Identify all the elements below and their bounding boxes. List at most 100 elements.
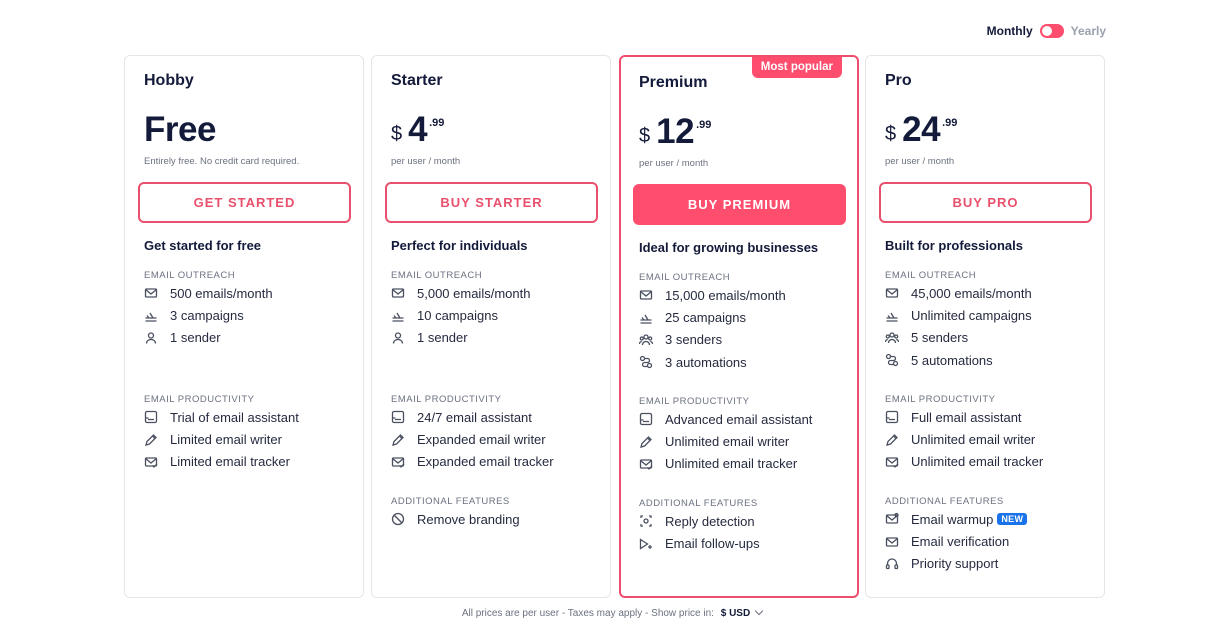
feature-text: Expanded email tracker xyxy=(417,454,554,470)
get-started-button[interactable]: GET STARTED xyxy=(138,182,351,223)
pencil-icon xyxy=(144,433,158,447)
users-icon xyxy=(885,331,899,345)
pencil-icon xyxy=(639,435,653,449)
automation-icon xyxy=(639,355,653,369)
plane-icon xyxy=(639,311,653,325)
section-label: ADDITIONAL FEATURES xyxy=(885,496,1004,507)
feature-item: 15,000 emails/month xyxy=(639,284,786,306)
feature-item: 3 automations xyxy=(639,351,786,373)
feature-item: Reply detection xyxy=(639,510,760,532)
feature-text: Email warmup xyxy=(911,511,994,527)
monthly-label[interactable]: Monthly xyxy=(986,24,1033,38)
feature-text: 15,000 emails/month xyxy=(665,287,786,303)
verification-icon xyxy=(885,535,899,549)
currency-value: $ USD xyxy=(720,608,751,619)
feature-text: Expanded email writer xyxy=(417,432,546,448)
feature-list: 500 emails/month 3 campaigns 1 sender xyxy=(144,282,273,349)
feature-item: Email warmup NEW xyxy=(885,508,1028,530)
feature-list: 5,000 emails/month 10 campaigns 1 sender xyxy=(391,282,530,349)
feature-text: 24/7 email assistant xyxy=(417,409,532,425)
section-label: ADDITIONAL FEATURES xyxy=(639,498,758,509)
section-label: EMAIL PRODUCTIVITY xyxy=(144,394,255,405)
user-icon xyxy=(144,331,158,345)
feature-item: 1 sender xyxy=(144,327,273,349)
price-whole: 12 xyxy=(656,112,695,151)
plan-name: Premium xyxy=(639,74,708,91)
chevron-down-icon xyxy=(754,606,764,616)
feature-item: 5,000 emails/month xyxy=(391,282,530,304)
feature-text: 500 emails/month xyxy=(170,285,273,301)
most-popular-badge: Most popular xyxy=(751,57,842,78)
currency-symbol: $ xyxy=(391,123,403,145)
feature-text: 5,000 emails/month xyxy=(417,285,531,301)
plane-icon xyxy=(391,309,405,323)
feature-list: 15,000 emails/month 25 campaigns 3 senders… xyxy=(639,284,786,374)
buy-premium-button[interactable]: BUY PREMIUM xyxy=(633,184,846,225)
plan-tagline: Built for professionals xyxy=(885,238,1023,253)
footer-note: All prices are per user - Taxes may appl… xyxy=(461,608,714,619)
support-icon xyxy=(885,557,899,571)
feature-item: Limited email writer xyxy=(144,428,299,450)
plan-card-hobby: Hobby Free Entirely free. No credit card… xyxy=(124,55,364,598)
price-note: per user / month xyxy=(391,156,461,167)
feature-item: 10 campaigns xyxy=(391,304,530,326)
feature-text: Full email assistant xyxy=(911,409,1022,425)
buy-starter-button[interactable]: BUY STARTER xyxy=(385,182,598,223)
feature-text: Remove branding xyxy=(417,511,520,527)
feature-list: Full email assistant Unlimited email writ… xyxy=(885,406,1043,473)
section-label: EMAIL PRODUCTIVITY xyxy=(885,394,996,405)
currency-selector[interactable]: $ USD xyxy=(720,606,764,619)
feature-item: Expanded email writer xyxy=(391,428,554,450)
section-label: EMAIL OUTREACH xyxy=(885,270,977,281)
tracker-icon xyxy=(391,455,405,469)
plan-name: Starter xyxy=(391,72,443,89)
feature-item: Priority support xyxy=(885,553,1027,575)
feature-list: Remove branding xyxy=(391,508,520,530)
pencil-icon xyxy=(885,433,899,447)
feature-item: Unlimited email tracker xyxy=(639,453,812,475)
plan-name: Hobby xyxy=(144,72,194,89)
section-label: EMAIL OUTREACH xyxy=(639,272,731,283)
assistant-icon xyxy=(639,412,653,426)
feature-item: 500 emails/month xyxy=(144,282,273,304)
price-cents: .99 xyxy=(696,119,712,131)
plan-card-premium: Most popular Premium $ 12 .99 per user /… xyxy=(619,55,859,598)
buy-pro-button[interactable]: BUY PRO xyxy=(879,182,1092,223)
plane-icon xyxy=(885,309,899,323)
feature-item: Unlimited email tracker xyxy=(885,451,1043,473)
feature-item: Limited email tracker xyxy=(144,451,299,473)
plan-price: $ 4 .99 xyxy=(391,111,444,149)
feature-text: Unlimited email tracker xyxy=(665,456,798,472)
section-label: EMAIL OUTREACH xyxy=(144,270,236,281)
feature-text: Reply detection xyxy=(665,513,755,529)
price-note: Entirely free. No credit card required. xyxy=(144,156,300,167)
plan-name: Pro xyxy=(885,72,912,89)
feature-text: 10 campaigns xyxy=(417,308,498,324)
yearly-label[interactable]: Yearly xyxy=(1070,24,1106,38)
section-label: EMAIL PRODUCTIVITY xyxy=(391,394,502,405)
envelope-icon xyxy=(391,286,405,300)
envelope-icon xyxy=(639,288,653,302)
envelope-icon xyxy=(144,286,158,300)
assistant-icon xyxy=(885,410,899,424)
feature-text: 3 senders xyxy=(665,332,723,348)
feature-item: 24/7 email assistant xyxy=(391,406,554,428)
feature-item: 45,000 emails/month xyxy=(885,282,1032,304)
warmup-icon xyxy=(885,512,899,526)
currency-symbol: $ xyxy=(885,123,897,145)
plan-price: $ 12 .99 xyxy=(639,113,711,151)
toggle-knob xyxy=(1041,26,1052,36)
users-icon xyxy=(639,333,653,347)
price-cents: .99 xyxy=(942,117,958,129)
plane-icon xyxy=(144,309,158,323)
feature-item: Email verification xyxy=(885,530,1027,552)
tracker-icon xyxy=(639,457,653,471)
billing-toggle[interactable] xyxy=(1039,24,1064,38)
feature-text: 3 campaigns xyxy=(170,308,244,324)
price-cents: .99 xyxy=(429,117,445,129)
feature-item: Advanced email assistant xyxy=(639,408,812,430)
header-cut-text xyxy=(0,0,1224,6)
price-note: per user / month xyxy=(885,156,955,167)
feature-list: Advanced email assistant Unlimited email … xyxy=(639,408,812,475)
billing-toggle-row: Monthly Yearly xyxy=(987,24,1106,38)
